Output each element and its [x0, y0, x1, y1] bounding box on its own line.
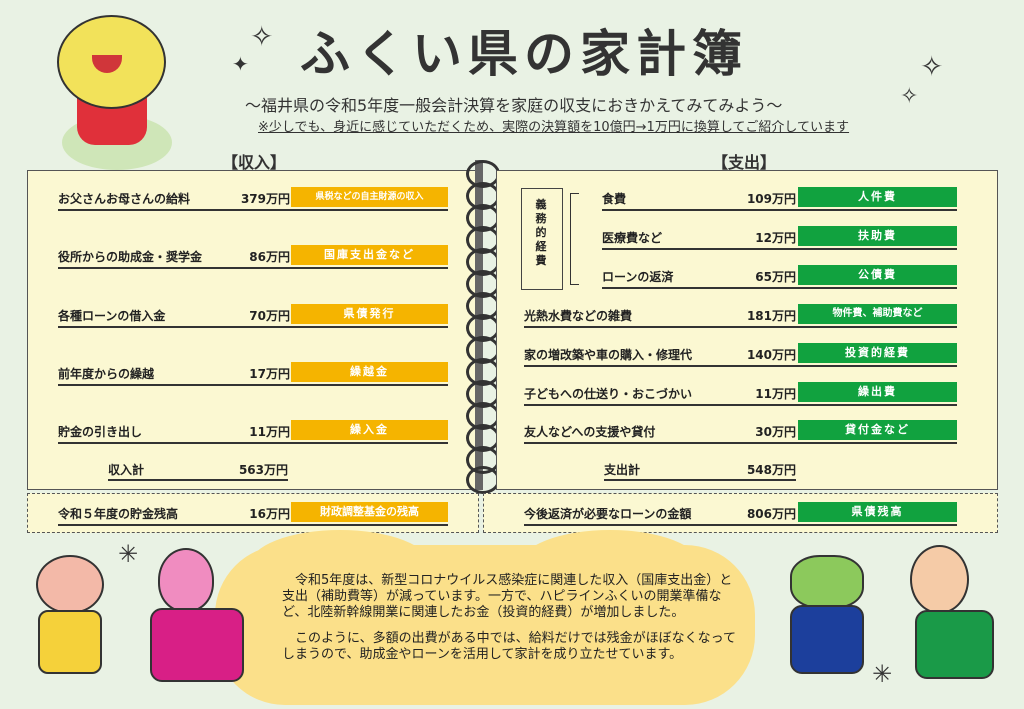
- savings-row: 令和５年度の貯金残高 16万円 財政調整基金の残高: [58, 502, 448, 526]
- income-category-tag: 国庫支出金など: [291, 245, 448, 265]
- expense-amount: 181万円: [746, 309, 796, 323]
- income-category-tag: 県税などの自主財源の収入: [291, 187, 448, 207]
- income-total-label: 収入計: [108, 463, 145, 477]
- income-row: 貯金の引き出し 11万円 繰入金: [58, 420, 448, 444]
- expense-label: 食費: [602, 192, 627, 206]
- expense-total-row: 支出計 548万円: [604, 459, 796, 481]
- sparkle-icon: ✳: [118, 540, 139, 568]
- expense-amount: 109万円: [746, 192, 796, 206]
- expense-total-amount: 548万円: [746, 463, 796, 477]
- expense-label: 医療費など: [602, 231, 663, 245]
- expense-amount: 12万円: [755, 231, 796, 245]
- income-amount: 11万円: [249, 425, 290, 439]
- expense-amount: 11万円: [755, 387, 796, 401]
- mandatory-box: [521, 188, 563, 290]
- expense-amount: 65万円: [755, 270, 796, 284]
- mascot-dinosaur: [775, 555, 875, 695]
- income-category-tag: 繰越金: [291, 362, 448, 382]
- page-subtitle: ～福井県の令和5年度一般会計決算を家庭の収支におきかえてみてみよう～: [245, 96, 783, 115]
- income-label: 前年度からの繰越: [58, 367, 155, 381]
- income-label: お父さんお母さんの給料: [58, 192, 191, 206]
- expense-category-tag: 公債費: [798, 265, 957, 285]
- mascot-pink: [140, 548, 250, 698]
- income-total-row: 収入計 563万円: [108, 459, 288, 481]
- income-category-tag: 繰入金: [291, 420, 448, 440]
- income-amount: 17万円: [249, 367, 290, 381]
- expense-category-tag: 貸付金など: [798, 420, 957, 440]
- income-total-amount: 563万円: [238, 463, 288, 477]
- income-row: お父さんお母さんの給料 379万円 県税などの自主財源の収入: [58, 187, 448, 211]
- sparkle-icon: ✧: [900, 84, 919, 109]
- expense-label: 光熱水費などの雑費: [524, 309, 633, 323]
- page-title: ふくい県の家計簿: [300, 25, 748, 83]
- sparkle-icon: ✧: [250, 20, 274, 53]
- cloud-bump: [250, 530, 430, 600]
- mandatory-label: 義務的経費: [535, 198, 547, 267]
- expense-row: 家の増改築や車の購入・修理代 140万円 投資的経費: [524, 343, 957, 367]
- cloud-bump: [520, 530, 700, 600]
- expense-category-tag: 繰出費: [798, 382, 957, 402]
- mascot-yellow: [28, 555, 108, 695]
- expense-label: 子どもへの仕送り・おこづかい: [524, 387, 693, 401]
- explanation-text: 令和5年度は、新型コロナウイルス感染症に関連した収入（国庫支出金）と支出（補助費…: [282, 573, 742, 673]
- mascot-top-left: [22, 5, 202, 175]
- income-label: 各種ローンの借入金: [58, 309, 166, 323]
- income-amount: 86万円: [249, 250, 290, 264]
- income-row: 前年度からの繰越 17万円 繰越金: [58, 362, 448, 386]
- expense-row: 光熱水費などの雑費 181万円 物件費、補助費など: [524, 304, 957, 328]
- mandatory-bracket: [570, 193, 579, 285]
- sparkle-icon: ✳: [872, 660, 893, 688]
- income-category-tag: 県債発行: [291, 304, 448, 324]
- expense-row: 友人などへの支援や貸付 30万円 貸付金など: [524, 420, 957, 444]
- expense-label: ローンの返済: [602, 270, 674, 284]
- expense-category-tag: 人件費: [798, 187, 957, 207]
- expense-category-tag: 物件費、補助費など: [798, 304, 957, 324]
- debt-label: 今後返済が必要なローンの金額: [524, 507, 692, 521]
- explanation-paragraph-2: このように、多額の出費がある中では、給料だけでは残金がほぼなくなってしまうので、…: [282, 631, 736, 662]
- income-heading: 【収入】: [222, 153, 287, 172]
- debt-tag: 県債残高: [798, 502, 957, 522]
- income-amount: 70万円: [249, 309, 290, 323]
- conversion-note: ※少しでも、身近に感じていただくため、実際の決算額を10億円→1万円に換算してご…: [258, 120, 850, 135]
- savings-amount: 16万円: [249, 507, 290, 521]
- expense-total-label: 支出計: [604, 463, 641, 477]
- expense-heading: 【支出】: [712, 153, 777, 172]
- expense-row: 子どもへの仕送り・おこづかい 11万円 繰出費: [524, 382, 957, 406]
- expense-amount: 30万円: [755, 425, 796, 439]
- binder-rings: [466, 160, 500, 494]
- expense-amount: 140万円: [746, 348, 796, 362]
- debt-amount: 806万円: [746, 507, 796, 521]
- income-label: 貯金の引き出し: [58, 425, 143, 439]
- income-label: 役所からの助成金・奨学金: [58, 250, 203, 264]
- expense-row: 食費 109万円 人件費: [602, 187, 957, 211]
- sparkle-icon: ✦: [232, 52, 249, 76]
- expense-category-tag: 扶助費: [798, 226, 957, 246]
- expense-label: 家の増改築や車の購入・修理代: [524, 348, 693, 362]
- debt-row: 今後返済が必要なローンの金額 806万円 県債残高: [524, 502, 957, 526]
- explanation-paragraph-1: 令和5年度は、新型コロナウイルス感染症に関連した収入（国庫支出金）と支出（補助費…: [282, 573, 733, 620]
- expense-row: ローンの返済 65万円 公債費: [602, 265, 957, 289]
- expense-row: 医療費など 12万円 扶助費: [602, 226, 957, 250]
- income-row: 各種ローンの借入金 70万円 県債発行: [58, 304, 448, 328]
- income-row: 役所からの助成金・奨学金 86万円 国庫支出金など: [58, 245, 448, 269]
- expense-label: 友人などへの支援や貸付: [524, 425, 656, 439]
- expense-category-tag: 投資的経費: [798, 343, 957, 363]
- sparkle-icon: ✧: [920, 50, 944, 83]
- income-amount: 379万円: [240, 192, 290, 206]
- savings-label: 令和５年度の貯金残高: [58, 507, 179, 521]
- mascot-green: [900, 545, 1010, 695]
- savings-tag: 財政調整基金の残高: [291, 502, 448, 522]
